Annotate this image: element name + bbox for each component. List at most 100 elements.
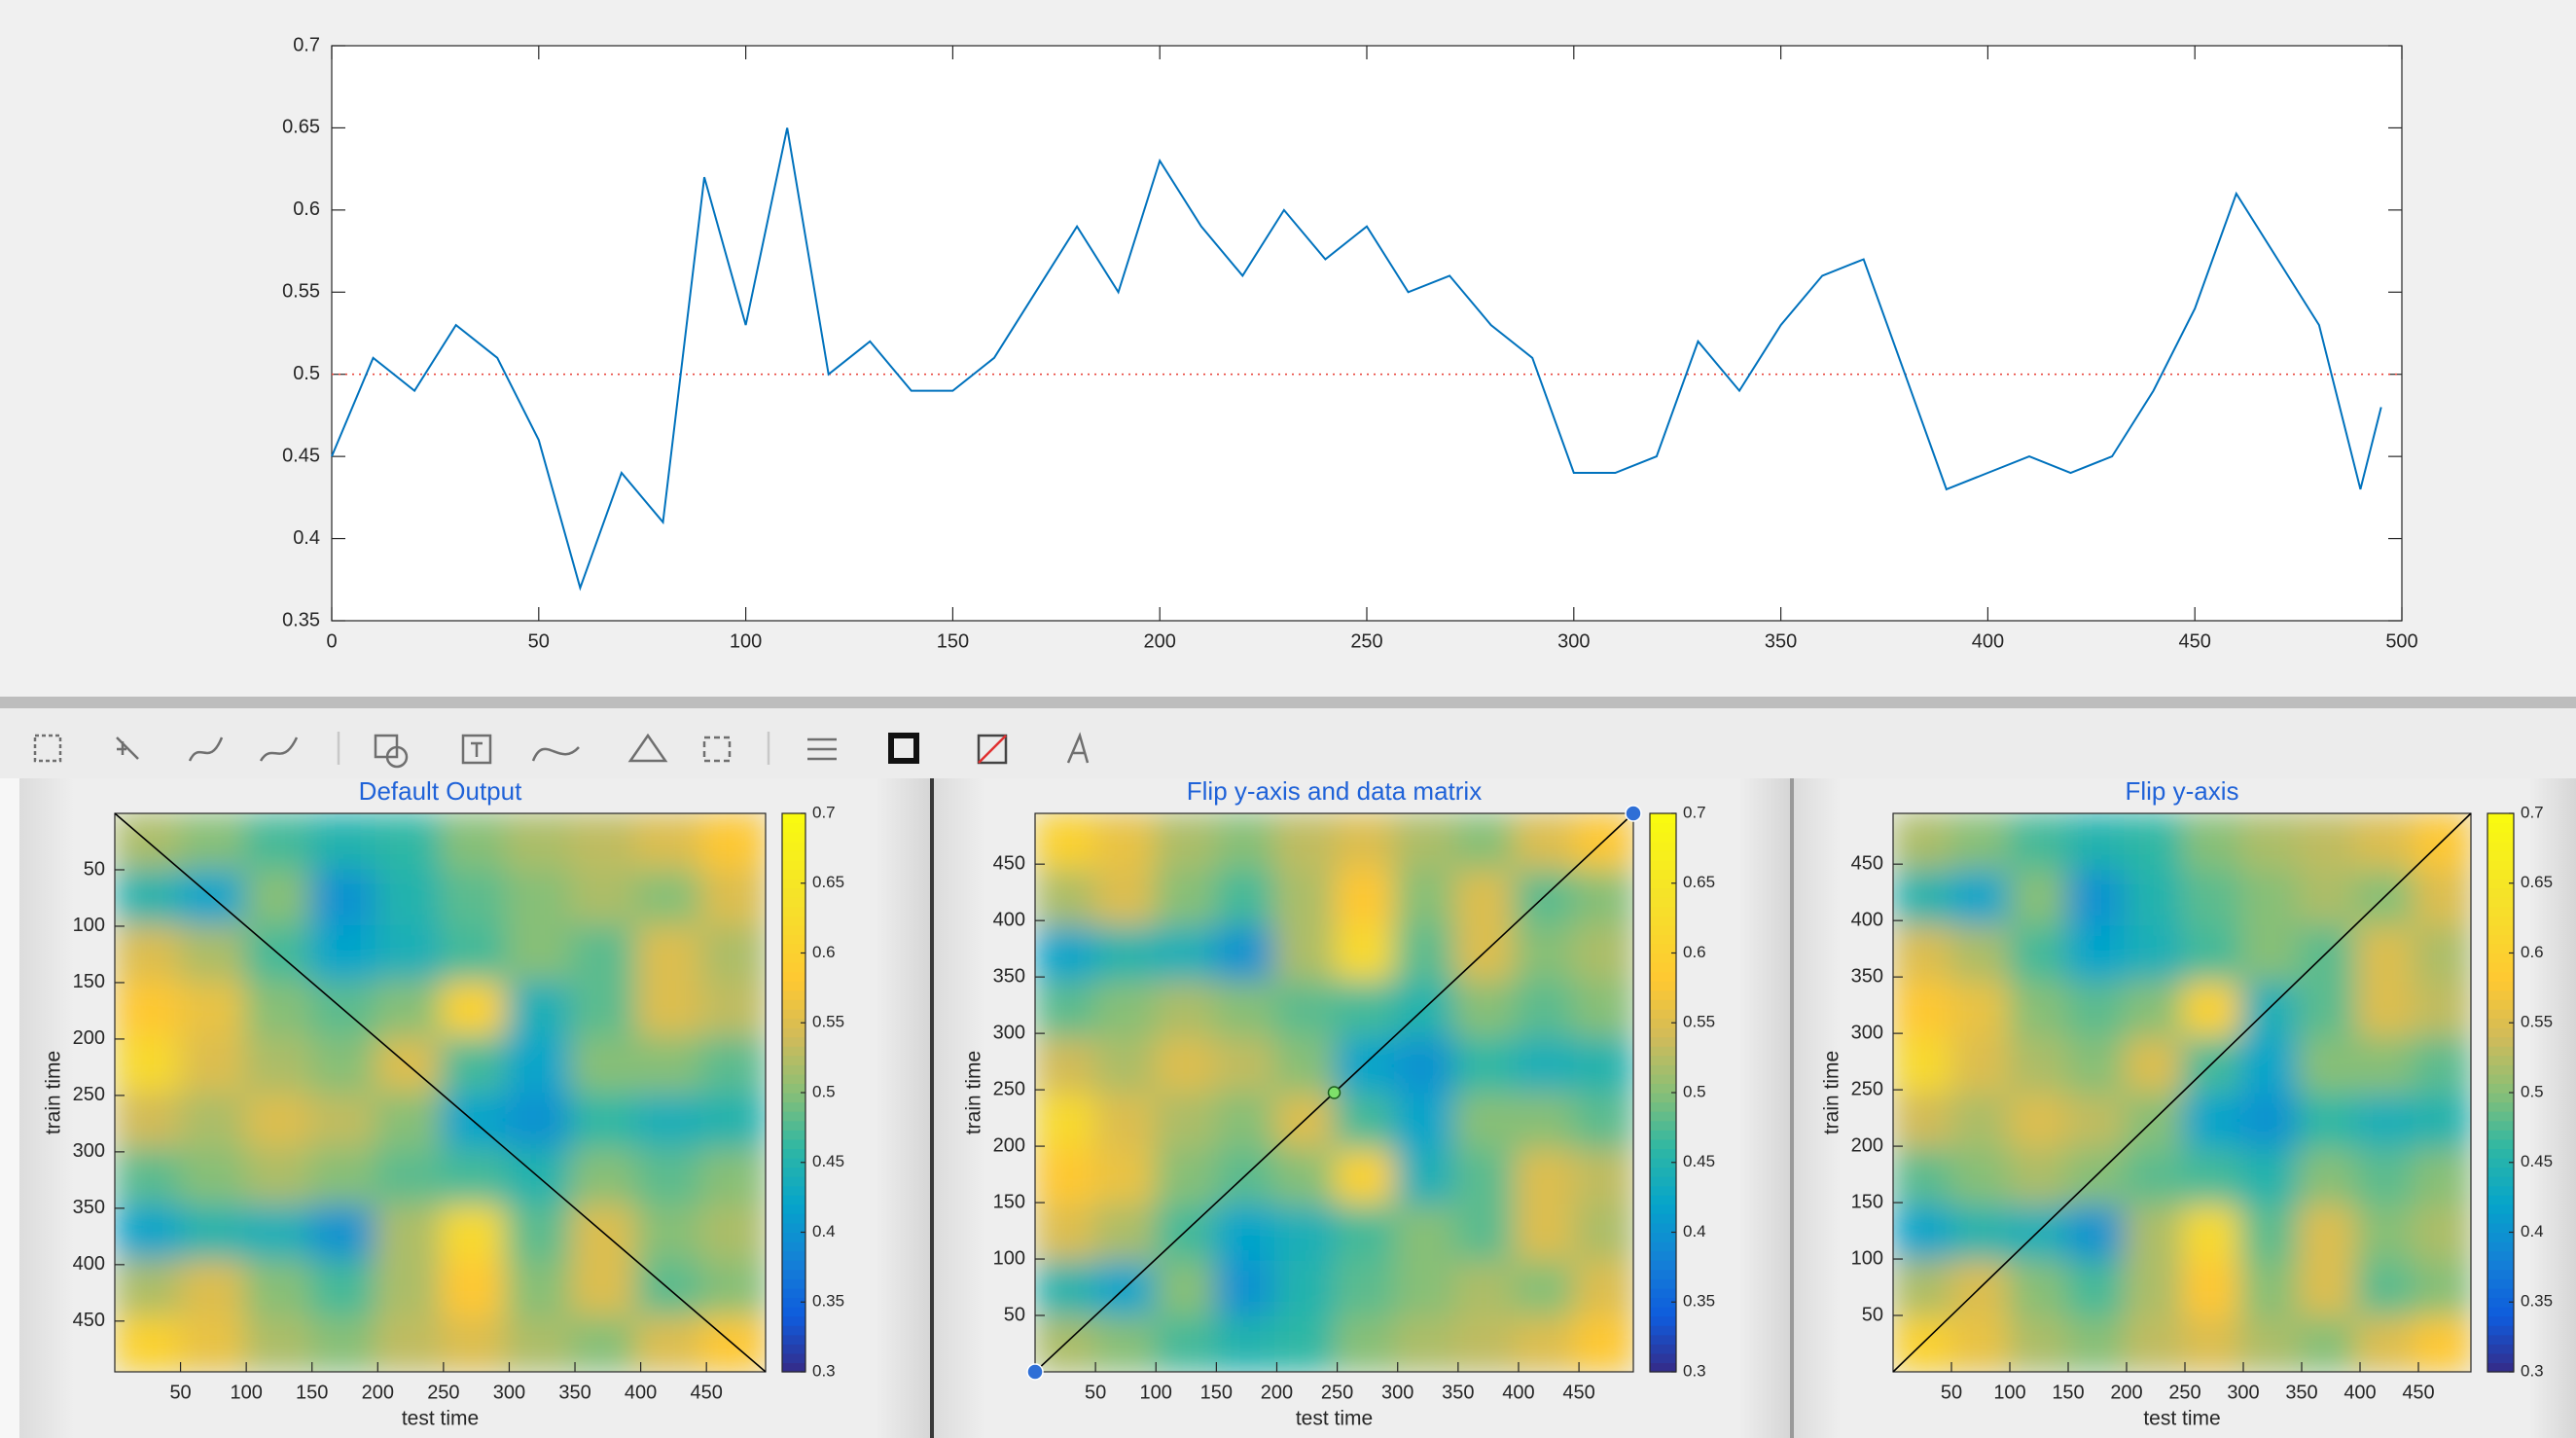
x-tick-label: 400 [625, 1382, 657, 1403]
adjust-icon[interactable] [627, 733, 668, 763]
colorbar-swatch [1650, 1111, 1676, 1122]
resize-icon[interactable] [702, 736, 732, 763]
heatmap-cell [570, 1036, 636, 1094]
colorbar-swatch [1650, 1018, 1676, 1028]
line-handle[interactable] [1625, 805, 1642, 822]
heatmap-cell [505, 869, 571, 926]
line-style-icon[interactable] [807, 737, 837, 761]
heatmap-cell [1950, 1315, 2010, 1373]
x-tick-label: 350 [1765, 630, 1797, 652]
heatmap-cell [635, 869, 701, 926]
colorbar-swatch [1650, 1167, 1676, 1177]
heatmap-cell [1893, 813, 1951, 870]
heatmap-cell [179, 1260, 246, 1317]
colorbar-swatch [782, 897, 805, 908]
colorbar-swatch [782, 1008, 805, 1020]
colorbar-swatch [782, 943, 805, 954]
x-tick-label: 50 [1941, 1382, 1962, 1403]
heatmap-cell [635, 1315, 701, 1373]
y-tick-label: 350 [993, 965, 1025, 987]
heatmap-cell [2124, 1036, 2183, 1094]
y-tick-label: 50 [1862, 1304, 1883, 1325]
colorbar-swatch [782, 859, 805, 870]
colorbar-swatch [2487, 1018, 2514, 1028]
fill-color-icon[interactable] [977, 734, 1008, 765]
heatmap-cell [1514, 1093, 1574, 1149]
heatmap-cell [2008, 1315, 2067, 1373]
heatmap-cell [1453, 1204, 1515, 1261]
draw-icon[interactable] [259, 737, 299, 762]
line-handle[interactable] [1026, 1363, 1044, 1381]
heatmap-cell [2066, 1093, 2126, 1149]
colorbar-swatch [1650, 971, 1676, 982]
sign-icon[interactable] [531, 746, 580, 762]
x-tick-label: 350 [558, 1382, 590, 1403]
y-tick-label: 0.35 [282, 609, 320, 630]
heatmap-cell [635, 981, 701, 1038]
heatmap-cell [1094, 813, 1156, 870]
x-axis-label: test time [2143, 1408, 2220, 1430]
heatmap-cell [2066, 1036, 2126, 1094]
heatmap-cell [2008, 981, 2067, 1038]
y-tick-label: 350 [1851, 965, 1883, 987]
heatmap-cell [1155, 1260, 1215, 1317]
x-axis-label: test time [402, 1408, 479, 1430]
y-tick-label: 450 [1851, 852, 1883, 874]
heatmap-cell [440, 1260, 506, 1317]
heatmap-cell [1950, 981, 2010, 1038]
colorbar-swatch [1650, 1278, 1676, 1289]
colorbar-swatch [1650, 1148, 1676, 1159]
heatmap-cell [1573, 1036, 1634, 1094]
colorbar-swatch [2487, 1232, 2514, 1242]
heatmap-cell [1573, 924, 1634, 982]
heatmap-cell [1394, 869, 1454, 926]
heatmap-cell [309, 1148, 376, 1205]
heatmap-cell [1573, 1148, 1634, 1205]
heatmap-cell [2124, 813, 2183, 870]
heatmap-cell [1094, 1093, 1156, 1149]
border-color-icon[interactable] [888, 733, 919, 764]
magic-icon[interactable] [116, 737, 139, 760]
colorbar-swatch [2487, 1334, 2514, 1345]
colorbar-swatch [782, 953, 805, 963]
y-tick-label: 200 [993, 1134, 1025, 1156]
sketch-icon[interactable] [188, 737, 224, 762]
text-icon[interactable] [461, 734, 492, 765]
colorbar-swatch [2487, 1130, 2514, 1140]
x-tick-label: 150 [2052, 1382, 2084, 1403]
heatmap-cell [1950, 1204, 2010, 1261]
colorbar-swatch [782, 1269, 805, 1279]
heatmap-cell [1274, 869, 1335, 926]
colorbar-swatch [2487, 1325, 2514, 1336]
heatmap-cell [1394, 1148, 1454, 1205]
font-icon[interactable] [1066, 732, 1090, 764]
heatmap-cell [2355, 813, 2415, 870]
colorbar-tick-label: 0.45 [812, 1152, 844, 1170]
select-icon[interactable] [33, 734, 62, 763]
x-tick-label: 300 [1381, 1382, 1413, 1403]
heatmap-cell [1453, 869, 1515, 926]
colorbar-swatch [1650, 1250, 1676, 1261]
colorbar-swatch [1650, 1204, 1676, 1214]
colorbar-swatch [2487, 1222, 2514, 1234]
colorbar-swatch [2487, 953, 2514, 963]
colorbar-swatch [2487, 1167, 2514, 1177]
colorbar-swatch [2487, 1083, 2514, 1094]
colorbar-tick-label: 0.65 [1683, 873, 1715, 891]
heatmap-cell [115, 1260, 181, 1317]
colorbar-tick-label: 0.35 [1683, 1292, 1715, 1311]
heatmap-cell [115, 1036, 181, 1094]
colorbar-swatch [2487, 1344, 2514, 1354]
colorbar-swatch [1650, 1362, 1676, 1373]
y-tick-label: 0.6 [293, 198, 320, 220]
heatmap-cell [570, 1148, 636, 1205]
colorbar-swatch [782, 1138, 805, 1149]
colorbar-swatch [2487, 971, 2514, 982]
heatmap-cell [505, 1093, 571, 1149]
heatmap-cell [440, 813, 506, 870]
line-midpoint[interactable] [1327, 1086, 1342, 1099]
heatmap-cell [440, 924, 506, 982]
heatmap-cell [700, 981, 767, 1038]
colorbar-swatch [782, 1111, 805, 1122]
colorbar-swatch [2487, 934, 2514, 945]
